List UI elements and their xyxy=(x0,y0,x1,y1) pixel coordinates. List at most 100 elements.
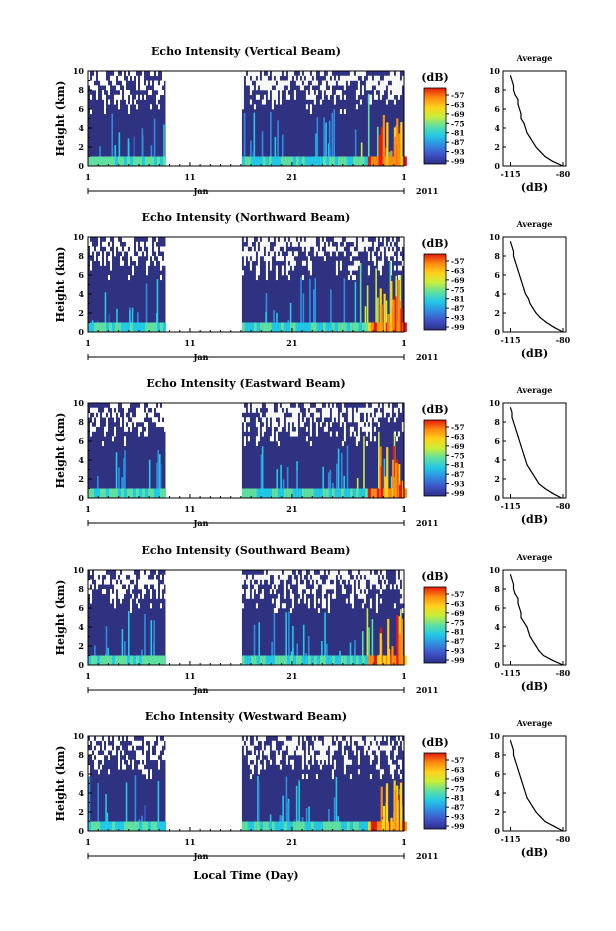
no-echo-cell xyxy=(132,764,134,770)
low-level-echo xyxy=(91,322,94,332)
no-echo-cell xyxy=(102,740,104,746)
no-echo-cell xyxy=(327,603,330,609)
no-echo-cell xyxy=(277,755,280,761)
no-echo-cell xyxy=(339,260,342,266)
no-echo-cell xyxy=(375,736,378,742)
average-profile-point xyxy=(511,411,513,414)
no-echo-cell xyxy=(118,99,120,105)
no-echo-cell xyxy=(269,85,272,91)
no-echo-cell xyxy=(375,584,378,590)
colorbar-tick-label: -87 xyxy=(451,637,465,646)
no-echo-cell xyxy=(114,99,116,105)
low-level-echo xyxy=(280,156,284,166)
no-echo-cell xyxy=(104,94,106,100)
no-echo-cell xyxy=(309,90,312,96)
no-echo-cell xyxy=(285,403,288,409)
no-echo-cell xyxy=(160,260,162,266)
no-echo-cell xyxy=(397,241,400,247)
no-echo-cell xyxy=(331,75,334,81)
colorbar-tick-label: -93 xyxy=(451,314,465,323)
panel-title: Echo Intensity (Vertical Beam) xyxy=(151,45,341,58)
no-echo-cell xyxy=(150,769,152,775)
no-echo-cell xyxy=(367,251,370,257)
no-echo-cell xyxy=(100,570,102,576)
no-echo-cell xyxy=(299,85,302,91)
no-echo-cell xyxy=(158,764,160,770)
echo-column xyxy=(122,477,124,498)
no-echo-cell xyxy=(138,251,140,257)
no-echo-cell xyxy=(138,412,140,418)
average-profile-point xyxy=(560,497,563,499)
colorbar-tick-label: -57 xyxy=(451,257,465,266)
no-echo-cell xyxy=(295,740,298,746)
no-echo-cell xyxy=(321,417,324,423)
no-echo-cell xyxy=(363,412,366,418)
no-echo-cell xyxy=(106,745,108,751)
echo-column xyxy=(129,310,131,332)
no-echo-cell xyxy=(114,241,116,247)
no-echo-cell xyxy=(263,75,266,81)
no-echo-cell xyxy=(369,574,372,580)
y-tick-label: 4 xyxy=(78,455,84,465)
no-echo-cell xyxy=(94,750,96,756)
no-echo-cell xyxy=(106,426,108,432)
no-echo-cell xyxy=(132,246,134,252)
x-tick-label: 21 xyxy=(286,504,297,514)
colorbar-tick-label: -63 xyxy=(451,599,465,608)
low-level-echo xyxy=(253,821,257,831)
no-echo-cell xyxy=(164,736,166,742)
no-echo-cell xyxy=(395,570,398,576)
y-tick-label: 4 xyxy=(78,788,84,798)
low-level-echo xyxy=(244,821,248,831)
no-echo-cell xyxy=(299,593,302,599)
no-echo-cell xyxy=(277,736,280,742)
no-echo-cell xyxy=(130,412,132,418)
no-echo-cell xyxy=(265,241,268,247)
no-echo-cell xyxy=(343,570,346,576)
y-axis-label: Height (km) xyxy=(54,247,67,323)
low-level-echo xyxy=(307,488,311,498)
no-echo-cell xyxy=(150,579,152,585)
no-echo-cell xyxy=(393,750,396,756)
echo-column xyxy=(265,311,267,332)
x-tick-label: 21 xyxy=(286,671,297,681)
no-echo-cell xyxy=(102,90,104,96)
no-echo-cell xyxy=(385,403,388,409)
no-echo-cell xyxy=(94,412,96,418)
no-echo-cell xyxy=(287,71,290,77)
echo-column xyxy=(133,136,136,166)
profile-title: Average xyxy=(516,385,553,395)
low-level-echo xyxy=(319,655,323,665)
no-echo-cell xyxy=(104,99,106,105)
colorbar-tick-label: -99 xyxy=(451,656,465,665)
average-profile-point xyxy=(517,768,519,770)
echo-column xyxy=(258,622,261,665)
echo-column xyxy=(285,612,287,665)
no-echo-cell xyxy=(313,745,316,751)
year-label: 2011 xyxy=(416,518,438,528)
no-echo-cell xyxy=(158,104,160,110)
no-echo-cell xyxy=(88,412,90,418)
profile-y-tick-label: 2 xyxy=(494,807,500,817)
low-level-echo xyxy=(148,655,151,665)
no-echo-cell xyxy=(130,589,132,595)
no-echo-cell xyxy=(120,598,122,604)
no-echo-cell xyxy=(395,436,398,442)
no-echo-cell xyxy=(247,755,250,761)
no-echo-cell xyxy=(114,593,116,599)
echo-column xyxy=(309,278,311,332)
no-echo-cell xyxy=(285,260,288,266)
no-echo-cell xyxy=(369,94,372,100)
no-echo-cell xyxy=(88,579,90,585)
echo-column xyxy=(114,145,117,166)
no-echo-cell xyxy=(140,417,142,423)
no-echo-cell xyxy=(369,759,372,765)
no-echo-cell xyxy=(389,759,392,765)
low-level-echo xyxy=(280,821,284,831)
echo-column xyxy=(314,278,317,332)
no-echo-cell xyxy=(120,94,122,100)
no-echo-cell xyxy=(124,417,126,423)
no-echo-cell xyxy=(307,603,310,609)
strong-echo-column xyxy=(396,614,399,665)
no-echo-cell xyxy=(257,75,260,81)
